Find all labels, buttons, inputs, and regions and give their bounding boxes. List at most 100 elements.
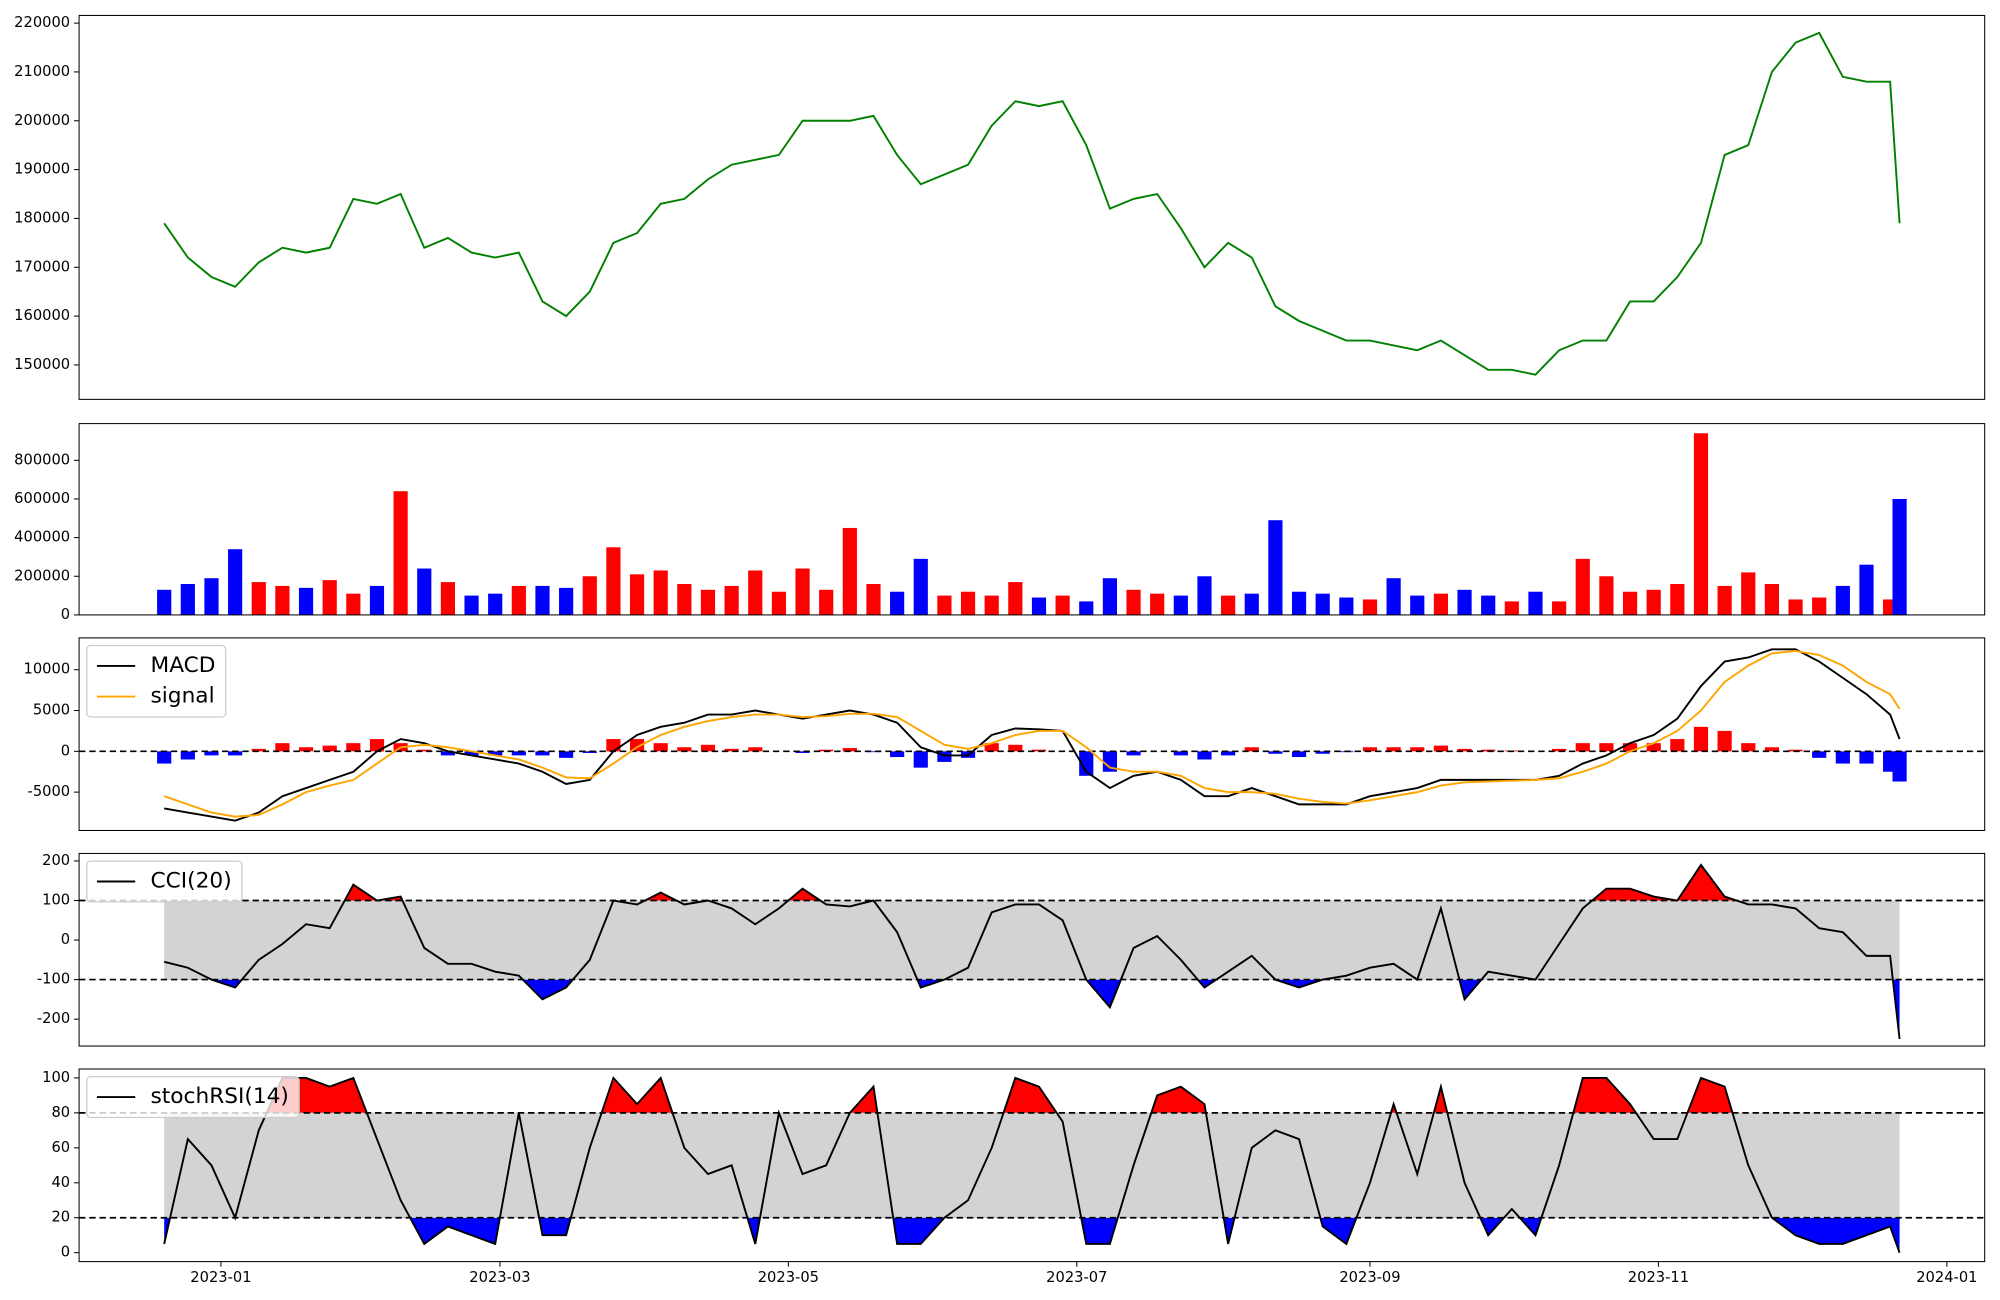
panel: 0 200000 400000 600000 800000	[14, 423, 1986, 623]
volume-bar	[1764, 584, 1780, 615]
volume-bar	[700, 589, 716, 615]
x-tick-label: 2023-09	[1339, 1269, 1400, 1286]
volume-bar	[606, 547, 621, 615]
indicator-line	[163, 1076, 1901, 1254]
volume-bar	[771, 591, 787, 615]
volume-bar	[1031, 597, 1047, 615]
price-line	[163, 31, 1901, 376]
histogram-bar	[937, 751, 952, 762]
histogram-bar	[1268, 751, 1283, 754]
histogram-bar	[606, 739, 621, 752]
y-tick-label: 210000	[14, 63, 70, 80]
volume-bar	[1457, 589, 1472, 615]
panel-frame	[78, 852, 1986, 1047]
volume-bar	[1504, 601, 1519, 615]
histogram-bar	[1433, 745, 1449, 752]
y-tick-label: -200	[37, 1010, 70, 1027]
y-tick-label: 80	[51, 1104, 70, 1121]
volume-bar	[629, 574, 645, 615]
volume-bar	[1055, 595, 1070, 615]
y-tick-label: 200000	[14, 567, 70, 584]
y-tick-label: 100	[42, 892, 70, 909]
volume-bar	[937, 595, 952, 615]
overbought-fill	[266, 1077, 1733, 1113]
volume-bar	[1481, 595, 1496, 615]
volume-bar	[1741, 572, 1756, 615]
volume-bar	[1693, 433, 1709, 615]
y-tick-label: 0	[61, 742, 70, 759]
y-tick-label: -5000	[28, 783, 71, 800]
volume-bar	[1646, 589, 1661, 615]
histogram-bar	[1741, 743, 1756, 752]
panel: 150000 160000 170000 180000 190000 200000 2100…	[14, 14, 1986, 400]
volume-bar	[369, 585, 385, 615]
y-tick-label: 10000	[24, 661, 71, 678]
volume-bar	[1079, 601, 1094, 615]
volume-bar	[559, 587, 574, 615]
legend-box	[86, 860, 243, 903]
y-tick-label: 0	[61, 931, 70, 948]
volume-bar	[417, 568, 432, 615]
volume-bar	[440, 582, 456, 615]
volume-bar	[535, 585, 550, 615]
histogram-bar	[677, 747, 692, 752]
volume-bar	[984, 595, 999, 615]
histogram-bar	[417, 749, 432, 752]
volume-bar	[1622, 591, 1638, 615]
volume-bar	[1552, 601, 1567, 615]
x-tick-label: 2023-11	[1628, 1269, 1689, 1286]
volume-bar	[1575, 558, 1590, 615]
volume-bar	[1528, 591, 1543, 615]
histogram-bar	[653, 743, 668, 752]
volume-bar	[724, 585, 739, 615]
volume-bar	[157, 589, 172, 615]
histogram-bar	[1362, 747, 1378, 752]
volume-bar	[1197, 576, 1212, 615]
y-tick-label: 170000	[14, 258, 70, 275]
histogram-bar	[180, 751, 195, 760]
y-tick-label: 0	[61, 606, 70, 623]
volume-bar	[1670, 584, 1685, 615]
histogram-bar	[1244, 747, 1259, 752]
panel-frame	[78, 1068, 1986, 1263]
volume-bar	[1892, 498, 1907, 615]
panel-frame	[78, 423, 1986, 616]
histogram-bar	[890, 751, 905, 758]
volume-bar	[1150, 593, 1165, 615]
panel: -5000 0 5000 10000 MACD signal	[24, 637, 1986, 831]
neutral-band	[164, 1112, 1900, 1218]
histogram-bar	[913, 751, 928, 768]
histogram-bar	[251, 748, 266, 752]
indicator-line	[164, 648, 1901, 822]
volume-bar	[393, 491, 408, 615]
x-tick-label: 2023-05	[758, 1269, 819, 1286]
y-tick-label: 180000	[14, 209, 70, 226]
y-tick-label: 40	[51, 1174, 70, 1191]
x-tick-label: 2024-01	[1916, 1269, 1977, 1286]
volume-bar	[582, 576, 597, 615]
histogram-bar	[1197, 751, 1212, 760]
histogram-bar	[1102, 751, 1118, 772]
histogram-bar	[1386, 747, 1401, 752]
y-tick-label: 60	[51, 1139, 70, 1156]
volume-bar	[228, 549, 243, 615]
volume-bar	[322, 580, 337, 615]
histogram-bar	[1693, 726, 1709, 752]
histogram-bar	[1291, 751, 1307, 758]
histogram-bar	[440, 751, 456, 756]
indicator-line	[163, 649, 1901, 818]
histogram-bar	[1764, 747, 1780, 752]
volume-bar	[1268, 520, 1283, 615]
histogram-bar	[369, 739, 385, 752]
histogram-bar	[1859, 751, 1874, 764]
histogram-bar	[559, 751, 574, 758]
histogram-bar	[1835, 751, 1850, 764]
histogram-bar	[346, 743, 361, 752]
volume-bar	[890, 591, 905, 615]
volume-bar	[748, 570, 763, 615]
histogram-bar	[795, 751, 810, 753]
histogram-bar	[1552, 748, 1567, 752]
volume-bar	[1315, 593, 1330, 615]
volume-bar	[1717, 585, 1732, 615]
